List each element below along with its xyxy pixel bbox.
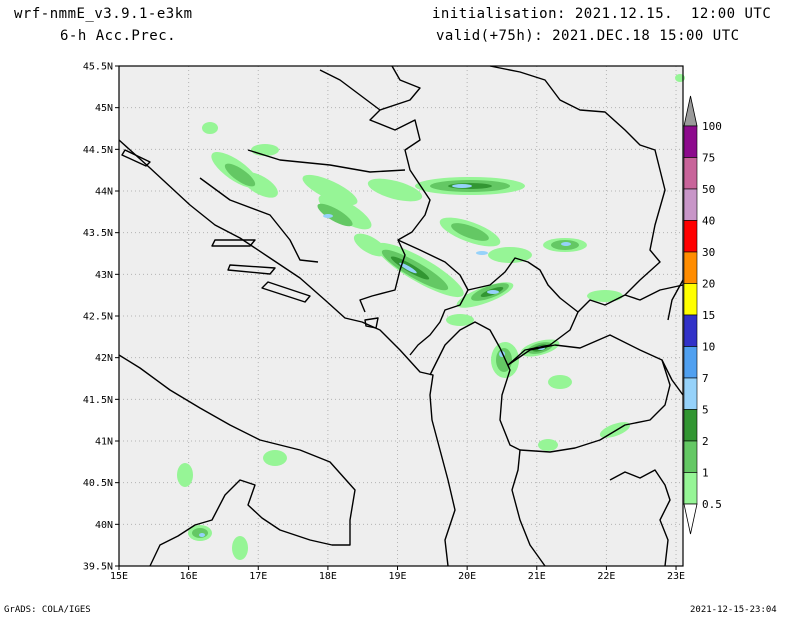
colorbar-swatch — [683, 377, 698, 410]
y-tick-label: 41.5N — [83, 395, 113, 406]
y-tick-label: 42N — [95, 353, 113, 364]
y-tick-label: 45N — [95, 103, 113, 114]
colorbar-swatch — [683, 188, 698, 221]
colorbar-swatch — [683, 409, 698, 442]
coast-greece — [609, 469, 671, 567]
precipitation-field — [177, 74, 685, 560]
colorbar-label: 30 — [702, 246, 715, 259]
colorbar-label: 2 — [702, 435, 709, 448]
y-tick-label: 39.5N — [83, 562, 113, 573]
y-tick-label: 40N — [95, 520, 113, 531]
colorbar-label: 50 — [702, 183, 715, 196]
valid-time: valid(+75h): 2021.DEC.18 15:00 UTC — [436, 28, 740, 44]
border-bosnia-north — [247, 149, 406, 173]
colorbar-label: 40 — [702, 215, 715, 228]
x-tick-label: 18E — [319, 571, 337, 582]
coast-east — [667, 279, 684, 321]
footer-credit: GrADS: COLA/IGES — [4, 605, 91, 615]
colorbar-label: 10 — [702, 341, 715, 354]
colorbar-label: 7 — [702, 372, 709, 385]
border-montenegro — [397, 239, 469, 356]
island-1 — [211, 239, 256, 247]
colorbar-swatch — [683, 346, 698, 379]
y-tick-label: 44.5N — [83, 145, 113, 156]
y-tick-label: 42.5N — [83, 312, 113, 323]
coastlines-borders — [118, 65, 684, 567]
x-tick-label: 17E — [249, 571, 267, 582]
colorbar-label: 100 — [702, 120, 722, 133]
border-north — [359, 65, 431, 313]
y-axis: 45.5N 45N 44.5N 44N 43.5N 43N 42.5N 42N 41.5N 41N… — [83, 62, 119, 573]
island-4 — [121, 149, 151, 167]
border-albania — [429, 321, 546, 567]
y-tick-label: 43N — [95, 270, 113, 281]
border-kosovo — [467, 257, 579, 313]
italy-coast — [118, 354, 356, 567]
x-tick-label: 21E — [528, 571, 546, 582]
colorbar-label: 75 — [702, 152, 715, 165]
colorbar-swatch — [683, 220, 698, 253]
init-time: initialisation: 2021.12.15. 12:00 UTC — [432, 6, 772, 22]
colorbar-swatch — [683, 314, 698, 347]
x-tick-label: 22E — [597, 571, 615, 582]
colorbar-swatch — [683, 157, 698, 190]
island-3 — [261, 281, 311, 303]
x-tick-label: 19E — [388, 571, 406, 582]
border-bulgaria — [624, 284, 684, 301]
footer-timestamp: 2021-12-15-23:04 — [690, 605, 777, 615]
colorbar-bottom-triangle — [683, 503, 698, 535]
x-tick-label: 16E — [180, 571, 198, 582]
island-5 — [364, 317, 379, 329]
y-tick-label: 41N — [95, 437, 113, 448]
colorbar-label: 1 — [702, 467, 709, 480]
x-tick-label: 20E — [458, 571, 476, 582]
x-tick-label: 15E — [110, 571, 128, 582]
border-greece — [661, 359, 684, 396]
x-tick-label: 23E — [667, 571, 685, 582]
border-macedonia — [507, 334, 671, 453]
y-tick-label: 43.5N — [83, 228, 113, 239]
field-title: 6-h Acc.Prec. — [60, 28, 177, 44]
border-hr-ba — [199, 177, 319, 263]
colorbar-swatch — [683, 472, 698, 505]
adriatic-coast-east — [118, 139, 456, 567]
border-north-sub — [319, 69, 381, 111]
colorbar-swatch — [683, 440, 698, 473]
x-axis: 15E 16E 17E 18E 19E 20E 21E 22E 23E — [110, 566, 685, 582]
y-tick-label: 40.5N — [83, 478, 113, 489]
colorbar-top-triangle — [683, 95, 698, 127]
y-tick-label: 45.5N — [83, 62, 113, 73]
colorbar-label: 20 — [702, 278, 715, 291]
colorbar-label: 15 — [702, 309, 715, 322]
y-tick-label: 44N — [95, 187, 113, 198]
island-2 — [227, 264, 276, 275]
model-title: wrf-nmmE_v3.9.1-e3km — [14, 6, 193, 22]
border-serbia-east — [489, 65, 666, 366]
map-area — [119, 66, 683, 566]
colorbar-swatch — [683, 125, 698, 158]
colorbar-label: 0.5 — [702, 498, 722, 511]
colorbar-label: 5 — [702, 404, 709, 417]
colorbar-swatch — [683, 283, 698, 316]
colorbar-swatch — [683, 251, 698, 284]
